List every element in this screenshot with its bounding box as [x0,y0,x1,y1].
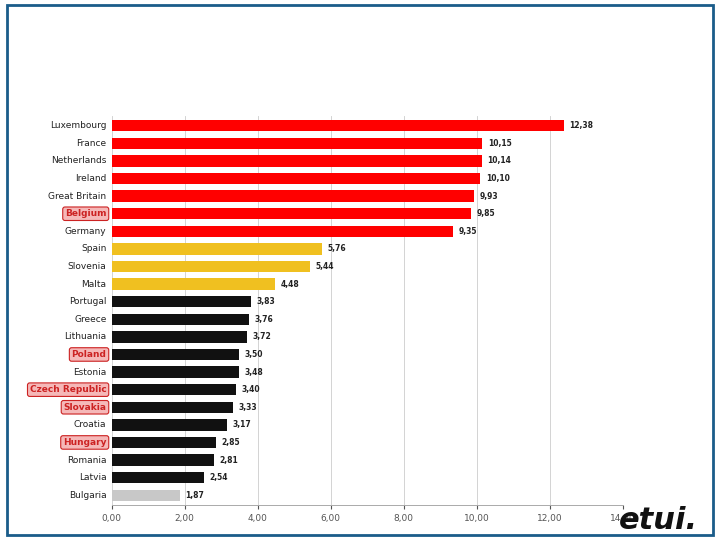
Text: Latvia: Latvia [79,473,107,482]
Text: Great Britain: Great Britain [48,192,107,201]
Text: Slovenia: Slovenia [68,262,107,271]
Bar [112,173,480,184]
Text: Poland: Poland [71,350,107,359]
Text: 3,17: 3,17 [233,420,251,429]
Text: 3,33: 3,33 [238,403,257,412]
Bar [112,155,482,167]
Bar [112,419,228,430]
Text: Slovakia: Slovakia [63,403,107,412]
Text: 3,72: 3,72 [253,333,271,341]
Text: France: France [76,139,107,148]
Bar [112,191,474,202]
Text: 9,35: 9,35 [459,227,477,236]
Text: Malta: Malta [81,280,107,288]
Text: 2,81: 2,81 [220,456,238,464]
Bar [112,226,453,237]
Text: Statutory national minimum wages: Statutory national minimum wages [98,33,622,59]
Text: (per hour, in euros, May 2020): (per hour, in euros, May 2020) [243,86,477,102]
Bar [112,279,275,290]
Text: 2,54: 2,54 [210,473,228,482]
Text: Romania: Romania [67,456,107,464]
Bar [112,402,233,413]
Text: Belgium: Belgium [65,209,107,218]
Text: Bulgaria: Bulgaria [69,491,107,500]
Text: Czech Republic: Czech Republic [30,385,107,394]
Bar [112,331,248,342]
Bar [112,120,564,132]
Bar [112,366,238,378]
Text: 5,44: 5,44 [315,262,334,271]
Bar [112,489,180,501]
Bar [112,138,482,149]
Bar [112,261,310,272]
Text: 1,87: 1,87 [185,491,204,500]
Text: Ireland: Ireland [75,174,107,183]
Bar [112,314,249,325]
Text: 3,76: 3,76 [254,315,273,324]
Bar [112,454,215,466]
Text: Hungary: Hungary [63,438,107,447]
Text: Netherlands: Netherlands [51,157,107,165]
Text: 3,40: 3,40 [241,385,260,394]
Text: 12,38: 12,38 [569,122,593,130]
Text: 10,10: 10,10 [486,174,510,183]
Bar [112,243,322,255]
Bar [112,296,251,307]
Text: 5,76: 5,76 [328,245,346,253]
Text: 4,48: 4,48 [281,280,300,288]
Bar [112,384,235,395]
Bar [112,208,472,219]
Text: 3,50: 3,50 [245,350,264,359]
Text: Estonia: Estonia [73,368,107,376]
Text: Portugal: Portugal [69,297,107,306]
Text: 2,85: 2,85 [221,438,240,447]
Text: 9,93: 9,93 [480,192,498,201]
Text: 10,15: 10,15 [487,139,511,148]
Text: 9,85: 9,85 [477,209,495,218]
Text: Luxembourg: Luxembourg [50,122,107,130]
Text: Germany: Germany [65,227,107,236]
Text: etui.: etui. [619,505,698,535]
Text: 10,14: 10,14 [487,157,511,165]
Bar [112,472,204,483]
Text: 3,48: 3,48 [244,368,263,376]
Text: Greece: Greece [74,315,107,324]
Text: 3,83: 3,83 [257,297,276,306]
Text: Croatia: Croatia [74,420,107,429]
Text: Spain: Spain [81,245,107,253]
Bar [112,437,216,448]
Text: Lithuania: Lithuania [64,333,107,341]
Bar [112,349,239,360]
